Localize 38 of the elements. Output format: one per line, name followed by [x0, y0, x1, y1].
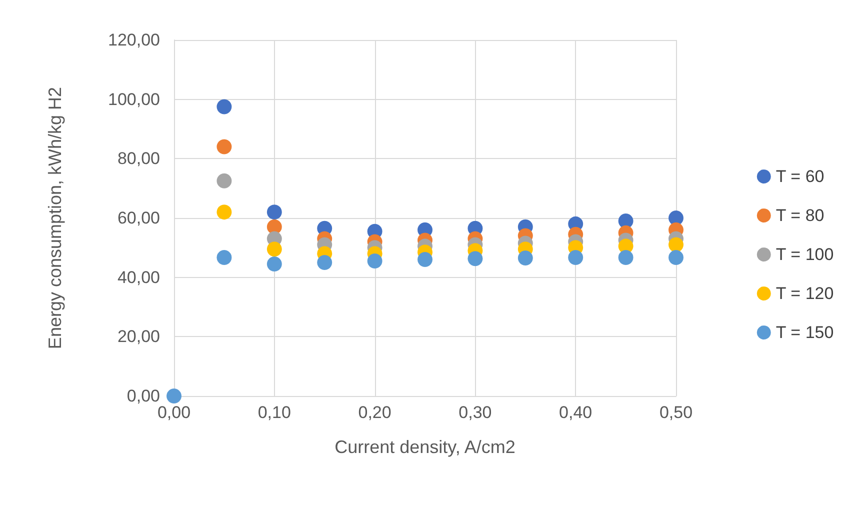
x-tick-label: 0,50 — [659, 403, 693, 422]
legend-label: T = 100 — [776, 245, 834, 264]
point — [216, 139, 232, 154]
legend-label: T = 80 — [776, 206, 824, 225]
y-tick-label: 40,00 — [117, 268, 160, 287]
legend-label: T = 120 — [776, 284, 834, 303]
point — [216, 99, 232, 114]
point — [216, 250, 232, 265]
point — [468, 251, 483, 266]
point — [418, 252, 432, 268]
point — [216, 173, 232, 188]
point — [618, 250, 634, 265]
point — [266, 204, 282, 220]
y-tick-label: 120,00 — [108, 30, 160, 50]
y-tick-label: 0,00 — [126, 386, 160, 406]
x-tick-label: 0,10 — [258, 403, 291, 422]
point — [568, 250, 584, 265]
point — [367, 254, 382, 269]
legend-label: T = 60 — [776, 167, 824, 186]
y-axis-title: Energy consumption, kWh/kg H2 — [45, 86, 65, 350]
point — [317, 255, 332, 270]
x-tick-label: 0,40 — [559, 403, 592, 422]
x-tick-label: 0,20 — [358, 403, 392, 422]
y-tick-label: 20,00 — [117, 327, 160, 346]
x-tick-label: 0,30 — [458, 403, 492, 422]
point — [668, 250, 684, 265]
point — [166, 388, 182, 404]
point — [518, 250, 533, 266]
legend-label: T = 150 — [776, 323, 834, 342]
point — [266, 242, 282, 257]
point — [266, 256, 282, 272]
point — [216, 204, 232, 220]
y-tick-label: 100,00 — [108, 90, 160, 109]
x-axis-title: Current density, A/cm2 — [334, 437, 516, 457]
point — [668, 237, 684, 252]
y-tick-label: 60,00 — [117, 208, 160, 228]
y-tick-label: 80,00 — [117, 149, 160, 168]
x-tick-label: 0,00 — [157, 403, 191, 422]
